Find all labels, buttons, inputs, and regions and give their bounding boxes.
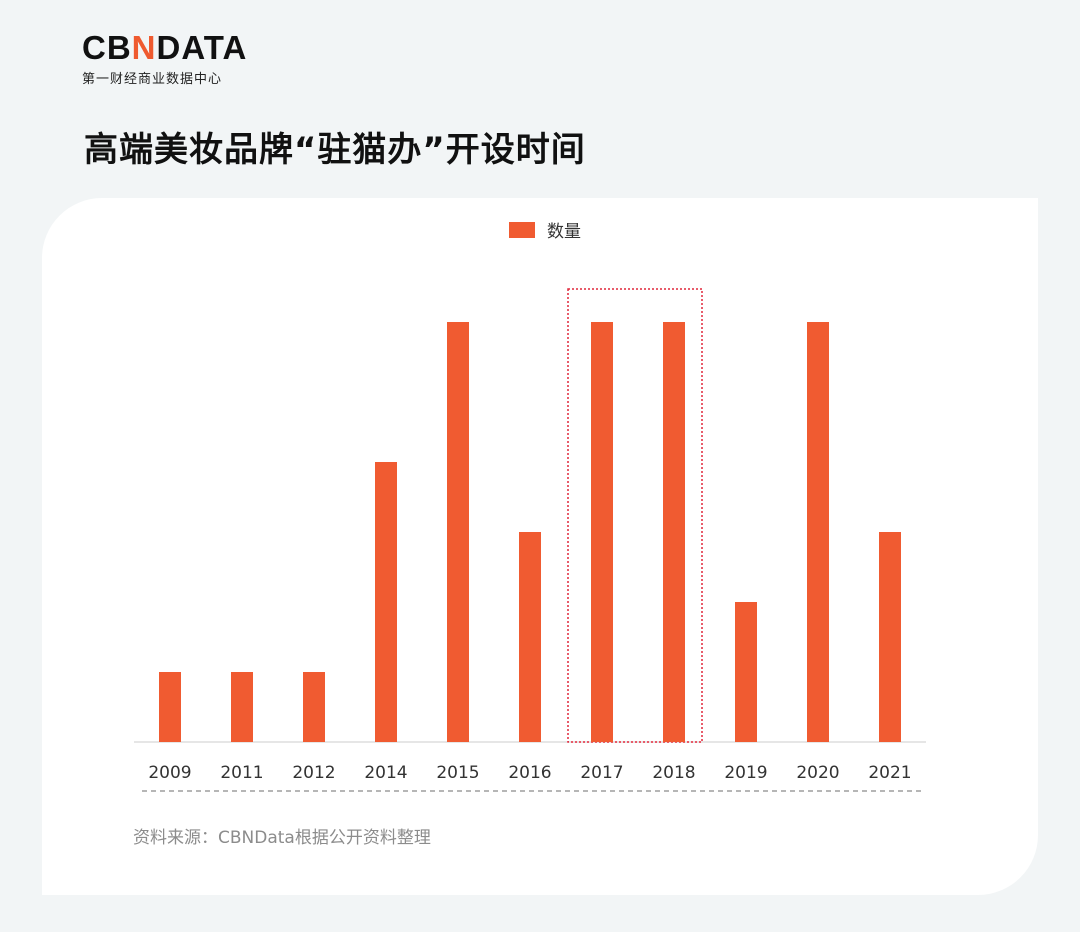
bar-2019 bbox=[735, 602, 757, 742]
bar-2009 bbox=[159, 672, 181, 742]
legend-swatch bbox=[509, 221, 535, 238]
x-tick-label-2020: 2020 bbox=[796, 763, 839, 783]
x-tick-label-2009: 2009 bbox=[148, 763, 191, 783]
x-tick-label-2014: 2014 bbox=[364, 763, 407, 783]
bar-2018 bbox=[663, 322, 685, 742]
x-tick-label-2012: 2012 bbox=[292, 763, 335, 783]
bar-2020 bbox=[807, 322, 829, 742]
bar-2012 bbox=[303, 672, 325, 742]
source-note: 资料来源：CBNData根据公开资料整理 bbox=[133, 828, 431, 848]
bar-2014 bbox=[375, 462, 397, 742]
bar-2011 bbox=[231, 672, 253, 742]
x-tick-label-2018: 2018 bbox=[652, 763, 695, 783]
highlight-box bbox=[567, 288, 703, 743]
x-tick-label-2015: 2015 bbox=[436, 763, 479, 783]
legend-label: 数量 bbox=[547, 222, 581, 242]
x-tick-label-2011: 2011 bbox=[220, 763, 263, 783]
brand-logo: CBNDATA 第一财经商业数据中心 bbox=[82, 29, 248, 88]
chart-legend: 数量 bbox=[509, 217, 581, 242]
logo-subtitle: 第一财经商业数据中心 bbox=[82, 72, 223, 87]
x-tick-label-2021: 2021 bbox=[868, 763, 911, 783]
bar-2015 bbox=[447, 322, 469, 742]
bar-2017 bbox=[591, 322, 613, 742]
bar-2016 bbox=[519, 532, 541, 742]
logo-wordmark: CBNDATA bbox=[82, 29, 248, 66]
bar-2021 bbox=[879, 532, 901, 742]
x-tick-label-2019: 2019 bbox=[724, 763, 767, 783]
x-tick-label-2016: 2016 bbox=[508, 763, 551, 783]
page-title: 高端美妆品牌“驻猫办”开设时间 bbox=[84, 130, 586, 170]
x-tick-label-2017: 2017 bbox=[580, 763, 623, 783]
